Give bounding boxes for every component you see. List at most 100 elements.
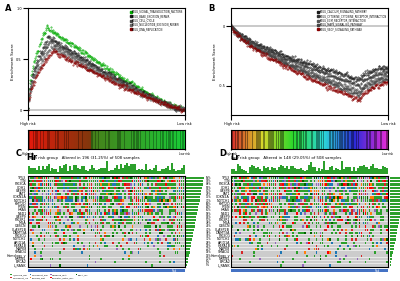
Bar (345, 235, 347, 237)
Bar (128, 222, 130, 225)
Bar (116, 245, 118, 247)
Bar (81, 190, 82, 192)
Bar (95, 222, 96, 225)
Bar (114, 200, 116, 202)
Bar (308, 242, 310, 244)
Bar (124, 232, 126, 234)
Bar (108, 187, 110, 189)
Bar (54, 169, 55, 174)
Bar (28, 203, 30, 205)
Bar (34, 200, 36, 202)
Bar (361, 232, 362, 234)
Bar (91, 212, 92, 215)
Bar (292, 193, 294, 195)
Bar (345, 238, 347, 241)
Bar (306, 242, 308, 244)
Bar (96, 209, 98, 212)
Bar (148, 180, 149, 182)
Bar (144, 212, 145, 215)
Bar (120, 200, 122, 202)
Bar (337, 206, 339, 208)
Bar (146, 193, 147, 195)
Bar (251, 183, 253, 186)
Bar (365, 203, 366, 205)
Bar (28, 255, 184, 257)
Bar (265, 200, 266, 202)
Bar (122, 187, 124, 189)
Bar (382, 216, 384, 218)
Bar (273, 193, 274, 195)
Bar (106, 190, 108, 192)
Bar (71, 212, 73, 215)
Bar (50, 193, 51, 195)
Bar (308, 165, 310, 174)
Bar (132, 219, 134, 221)
Bar (284, 190, 286, 192)
Bar (355, 203, 356, 205)
Bar (249, 187, 251, 189)
Bar (124, 180, 126, 182)
Bar (100, 196, 102, 199)
Bar (95, 190, 96, 192)
Bar (28, 251, 184, 254)
Bar (296, 242, 298, 244)
Bar (314, 203, 316, 205)
Bar (67, 171, 69, 174)
Bar (236, 200, 237, 202)
Bar (326, 180, 327, 182)
Bar (132, 200, 134, 202)
Bar (79, 209, 81, 212)
Bar (173, 206, 174, 208)
Bar (357, 258, 358, 260)
Bar (257, 245, 259, 247)
Bar (71, 196, 73, 199)
Bar (69, 238, 71, 241)
Bar (372, 183, 374, 186)
Bar (247, 187, 249, 189)
Bar (144, 187, 145, 189)
Bar (245, 203, 247, 205)
Bar (365, 187, 366, 189)
Bar (347, 245, 349, 247)
Bar (337, 238, 339, 241)
Bar (337, 200, 339, 202)
Bar (306, 209, 308, 212)
Bar (112, 190, 114, 192)
Bar (71, 193, 73, 195)
Bar (83, 212, 84, 215)
Bar (355, 222, 356, 225)
Bar (335, 251, 337, 254)
Bar (65, 193, 67, 195)
Bar (372, 187, 374, 189)
Bar (77, 242, 79, 244)
Bar (120, 196, 122, 199)
Bar (341, 219, 343, 221)
Bar (269, 222, 270, 225)
Bar (177, 193, 178, 195)
Bar (282, 196, 284, 199)
Bar (363, 177, 364, 179)
Bar (245, 200, 247, 202)
Bar (314, 255, 316, 257)
Bar (163, 169, 165, 174)
Bar (153, 200, 155, 202)
Bar (165, 193, 167, 195)
Bar (108, 235, 110, 237)
Bar (271, 222, 272, 225)
Bar (314, 235, 316, 237)
Bar (386, 200, 388, 202)
Bar (304, 261, 306, 263)
Bar (265, 196, 266, 199)
Bar (44, 209, 46, 212)
Bar (306, 170, 308, 174)
Bar (365, 177, 366, 179)
Bar (173, 177, 174, 179)
Bar (54, 180, 55, 182)
Bar (271, 232, 272, 234)
Bar (175, 193, 176, 195)
Bar (261, 193, 262, 195)
Bar (181, 180, 182, 182)
Bar (114, 167, 116, 174)
Bar (378, 203, 380, 205)
Bar (69, 225, 71, 228)
